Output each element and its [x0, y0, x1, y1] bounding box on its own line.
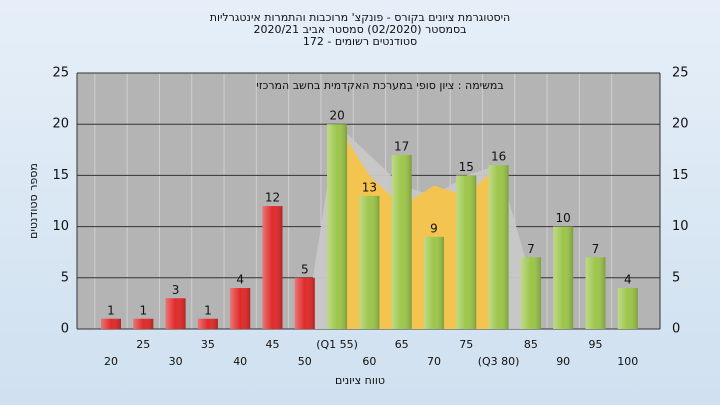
- x-tick-label: 40: [233, 355, 247, 368]
- x-axis-label: טווח ציונים: [335, 374, 385, 387]
- x-tick-label: 50: [298, 355, 312, 368]
- y2-tick-label: 5: [672, 270, 680, 285]
- bar-shade: [424, 236, 444, 329]
- y2-tick-label: 25: [672, 66, 689, 81]
- bar-shade: [230, 288, 251, 329]
- x-tick-label: 95: [589, 338, 603, 351]
- x-tick-label: 70: [427, 355, 441, 368]
- title-line: בסמסטר (02/2020) סמסטר אביב 2020/21: [253, 23, 466, 36]
- bar-shade: [488, 165, 509, 329]
- x-tick-label: 30: [169, 355, 183, 368]
- value-label: 16: [491, 150, 506, 164]
- x-tick-label: (Q3 80): [478, 355, 520, 368]
- value-label: 12: [265, 191, 280, 205]
- bar-shade: [262, 206, 283, 329]
- value-label: 1: [107, 303, 115, 317]
- value-label: 15: [459, 160, 474, 174]
- x-tick-label: 20: [104, 355, 118, 368]
- x-tick-label: 60: [362, 355, 376, 368]
- x-tick-label: 75: [459, 338, 473, 351]
- x-tick-label: 65: [395, 338, 409, 351]
- y2-tick-label: 0: [672, 322, 680, 337]
- bar-shade: [294, 277, 315, 329]
- y-tick-label: 20: [52, 117, 69, 132]
- x-tick-label: 45: [266, 338, 280, 351]
- value-label: 9: [430, 221, 438, 235]
- y-tick-label: 0: [61, 322, 69, 337]
- bar-shade: [359, 195, 380, 329]
- value-label: 1: [139, 303, 147, 317]
- value-label: 1: [204, 303, 212, 317]
- value-label: 7: [592, 242, 600, 256]
- title-line: היסטוגרמת ציונים בקורס - פונקצ' מרוכבות …: [210, 11, 511, 24]
- bar-shade: [391, 154, 412, 329]
- x-tick-label: 100: [617, 355, 638, 368]
- bar-shade: [133, 318, 154, 329]
- bar-shade: [197, 318, 218, 329]
- x-tick-label: (Q1 55): [316, 338, 358, 351]
- annotation: במשימה : ציון סופי במערכת האקדמית בחשב ה…: [256, 79, 504, 92]
- value-label: 20: [329, 109, 344, 123]
- value-label: 5: [301, 262, 309, 276]
- bar-shade: [327, 124, 348, 329]
- x-tick-label: 85: [524, 338, 538, 351]
- y-tick-label: 5: [61, 270, 69, 285]
- value-label: 3: [172, 283, 180, 297]
- value-label: 17: [394, 139, 409, 153]
- bar-shade: [585, 257, 606, 329]
- y2-tick-label: 10: [672, 219, 689, 234]
- value-label: 10: [556, 211, 571, 225]
- x-tick-label: 25: [136, 338, 150, 351]
- x-tick-label: 90: [556, 355, 570, 368]
- y-tick-label: 15: [52, 168, 69, 183]
- bar-shade: [165, 298, 186, 329]
- value-label: 4: [236, 273, 244, 287]
- y2-tick-label: 20: [672, 117, 689, 132]
- y-tick-label: 10: [52, 219, 69, 234]
- y-axis-label: מספר סטודנטים: [27, 163, 40, 239]
- y-tick-label: 25: [52, 66, 69, 81]
- value-label: 4: [624, 273, 632, 287]
- y2-tick-label: 15: [672, 168, 689, 183]
- value-label: 7: [527, 242, 535, 256]
- title-line: סטודנטים רשומים - 172: [303, 35, 417, 48]
- bar-shade: [553, 226, 574, 329]
- bar-shade: [101, 318, 121, 329]
- bar-shade: [456, 175, 477, 329]
- x-tick-label: 35: [201, 338, 215, 351]
- bar-shade: [520, 257, 541, 329]
- bar-shade: [617, 288, 638, 329]
- value-label: 13: [362, 180, 377, 194]
